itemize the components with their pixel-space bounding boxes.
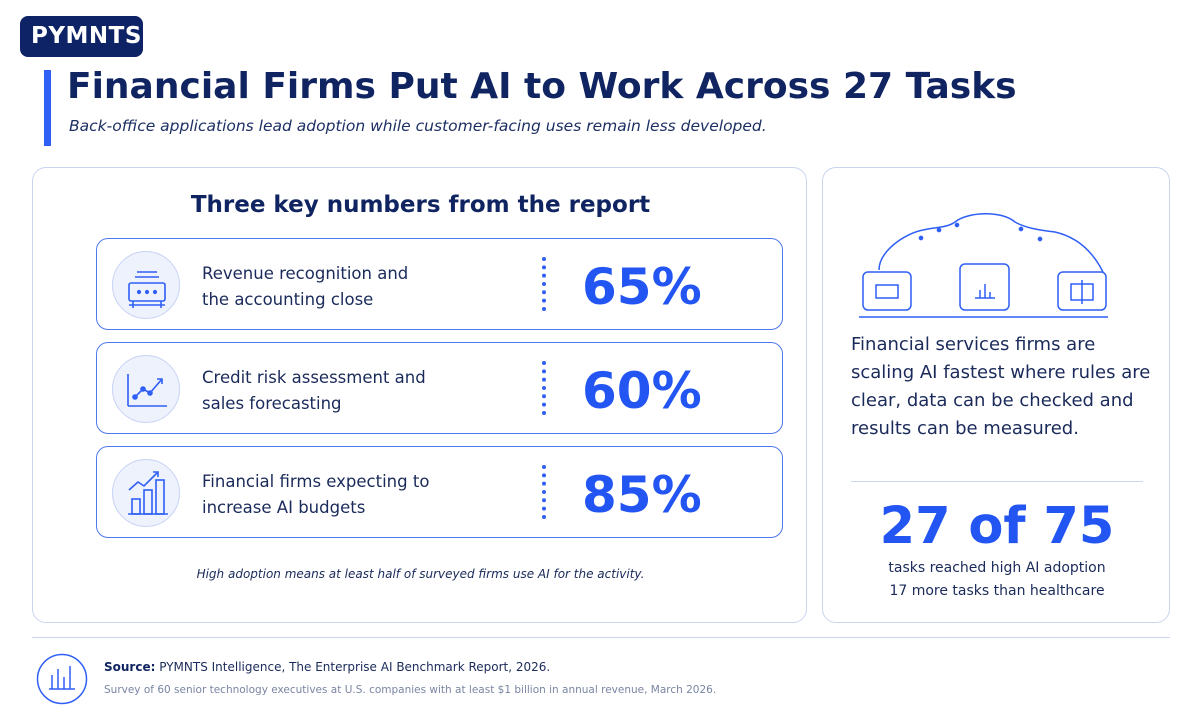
big-stat-caption: tasks reached high AI adoption [888, 560, 1106, 576]
insight-panel: Financial services firms are scaling AI … [822, 167, 1170, 623]
cloud-devices-icon [859, 208, 1111, 324]
stat-card-credit-risk: Credit risk assessment and sales forecas… [96, 342, 783, 434]
title-accent-bar [44, 70, 51, 146]
dotted-divider [542, 361, 546, 415]
stat-card-revenue: Revenue recognition and the accounting c… [96, 238, 783, 330]
adoption-footnote: High adoption means at least half of sur… [196, 567, 645, 581]
stat-card-ai-budgets: Financial firms expecting to increase AI… [96, 446, 783, 538]
survey-note: Survey of 60 senior technology executive… [104, 684, 717, 696]
line-chart-icon [112, 355, 180, 423]
calculator-icon [112, 251, 180, 319]
key-numbers-heading: Three key numbers from the report [190, 192, 651, 218]
insight-text: Financial services firms are scaling AI … [851, 334, 1151, 439]
page-title: Financial Firms Put AI to Work Across 27… [67, 66, 1017, 107]
stat-label: Revenue recognition and the accounting c… [202, 264, 409, 309]
dotted-divider [542, 257, 546, 311]
page-subtitle: Back-office applications lead adoption w… [69, 117, 767, 135]
big-stat-comparison: 17 more tasks than healthcare [889, 583, 1105, 599]
source-line: Source: PYMNTS Intelligence, The Enterpr… [104, 660, 551, 674]
source-chart-icon [36, 653, 88, 709]
dotted-divider [542, 465, 546, 519]
bar-growth-icon [112, 459, 180, 527]
stat-label: Financial firms expecting to increase AI… [202, 472, 430, 517]
stat-value: 65% [582, 258, 702, 316]
divider [851, 481, 1143, 482]
stat-value: 60% [582, 362, 702, 420]
stat-label: Credit risk assessment and sales forecas… [202, 368, 426, 413]
big-stat: 27 of 75 [879, 497, 1115, 556]
pymnts-logo: PYMNTS [20, 16, 143, 57]
footer-divider [32, 637, 1170, 638]
key-numbers-panel: Three key numbers from the report Revenu… [32, 167, 807, 623]
stat-value: 85% [582, 466, 702, 524]
